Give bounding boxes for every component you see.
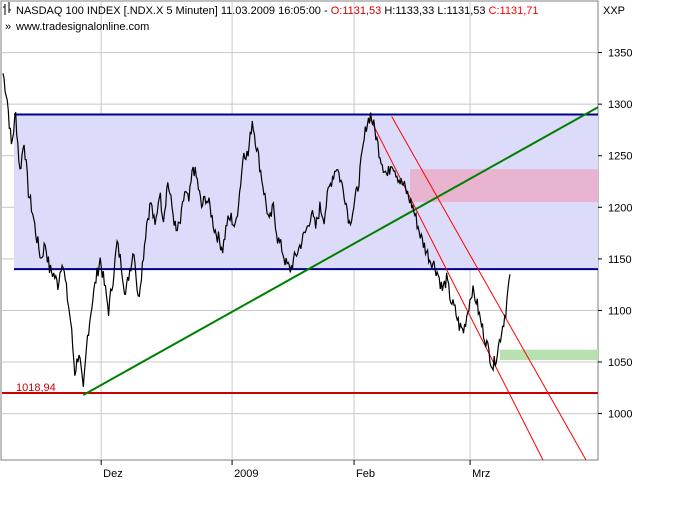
price-layer (2, 73, 511, 387)
arrow-icon: » (5, 21, 11, 33)
lines-layer (2, 106, 599, 461)
bars-icon (3, 2, 11, 15)
chart-header: NASDAQ 100 INDEX [.NDX.X 5 Minuten] 11.0… (3, 2, 625, 33)
y-tick-label: 1250 (608, 151, 632, 163)
target-zone (500, 349, 598, 360)
y-tick-label: 1200 (608, 202, 632, 214)
close-value: C:1131,71 (489, 5, 539, 17)
low-value-label: 1018,94 (16, 382, 56, 394)
y-tick-label: 1100 (608, 305, 632, 317)
source-label: www.tradesignalonline.com (15, 21, 149, 33)
channel-upper-line (391, 116, 587, 461)
zones-layer (14, 114, 598, 360)
high-value: H:1133,33 (384, 5, 434, 17)
low-value: L:1131,53 (437, 5, 485, 17)
channel-lower-line (370, 119, 544, 461)
x-tick-label: Dez (103, 468, 123, 480)
open-value: O:1131,53 (331, 5, 382, 17)
instrument-label: NASDAQ 100 INDEX [.NDX.X 5 Minuten] (16, 5, 218, 17)
axis-layer: 1000 1050 1100 1150 1200 1250 1300 1350 Dez 2009 F… (100, 48, 632, 480)
price-line (2, 73, 511, 387)
corner-label: XXP (603, 5, 625, 17)
y-tick-label: 1050 (608, 357, 632, 369)
x-tick-label: Feb (356, 468, 375, 480)
y-tick-label: 1150 (608, 254, 632, 266)
svg-text:NASDAQ 100 INDEX [.NDX.X 5 Mi: NASDAQ 100 INDEX [.NDX.X 5 Minuten] 11.0… (16, 5, 539, 17)
x-tick-label: Mrz (472, 468, 490, 480)
datetime-label: 11.03.2009 16:05:00 (221, 5, 321, 17)
y-tick-label: 1350 (608, 48, 632, 60)
y-tick-label: 1000 (608, 409, 632, 421)
y-tick-label: 1300 (608, 99, 632, 111)
uptrend-line (82, 106, 599, 396)
x-tick-label: 2009 (234, 468, 258, 480)
resistance-zone (410, 169, 598, 203)
